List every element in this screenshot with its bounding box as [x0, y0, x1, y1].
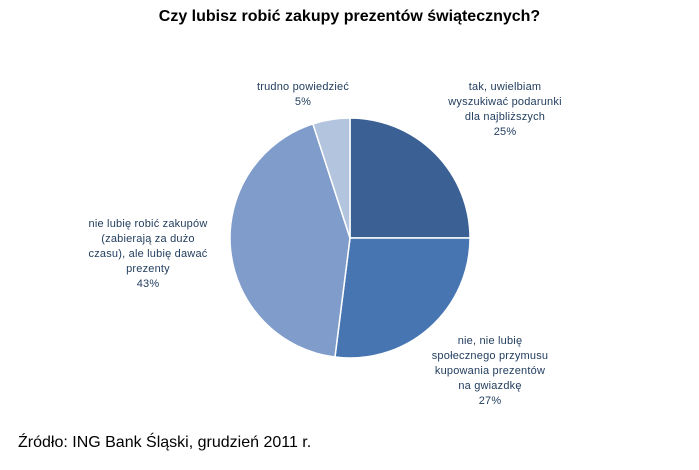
pie-slice-3 — [311, 117, 351, 239]
slice-label-line: kupowania prezentów — [434, 365, 546, 377]
slice-value-label: 43% — [136, 278, 160, 290]
slice-label-line: nie, nie lubię — [457, 335, 523, 347]
source-note: Źródło: ING Bank Śląski, grudzień 2011 r… — [18, 434, 312, 451]
pie-slice-2 — [229, 122, 351, 358]
slice-label-trudno: trudno powiedzieć 5% — [228, 80, 378, 110]
slice-label-line: trudno powiedzieć — [256, 81, 350, 93]
slice-label-line: (zabierają za dużo — [101, 233, 195, 245]
slice-value-label: 5% — [294, 96, 312, 108]
pie-slice-0 — [349, 117, 471, 239]
slice-value-label: 27% — [478, 395, 502, 407]
pie-slice-1 — [334, 237, 471, 359]
slice-label-line: dla najbliższych — [464, 111, 546, 123]
slice-label-line: tak, uwielbiam — [468, 81, 542, 93]
slice-value-label: 25% — [493, 126, 517, 138]
slice-label-nie-zakupy: nie lubię robić zakupów (zabierają za duż… — [68, 217, 228, 292]
slice-label-line: na gwiazdkę — [458, 380, 522, 392]
slice-label-nie-przymus: nie, nie lubię społecznego przymusu kupowa… — [410, 334, 570, 409]
slice-label-line: społecznego przymusu — [431, 350, 549, 362]
slice-label-line: wyszukiwać podarunki — [448, 96, 562, 108]
slice-label-tak: tak, uwielbiam wyszukiwać podarunki dla na… — [430, 80, 580, 140]
chart-title: Czy lubisz robić zakupy prezentów świąte… — [158, 8, 541, 25]
slice-label-line: nie lubię robić zakupów — [88, 218, 208, 230]
slice-label-line: prezenty — [126, 263, 170, 275]
slice-label-line: czasu), ale lubię dawać — [88, 248, 208, 260]
